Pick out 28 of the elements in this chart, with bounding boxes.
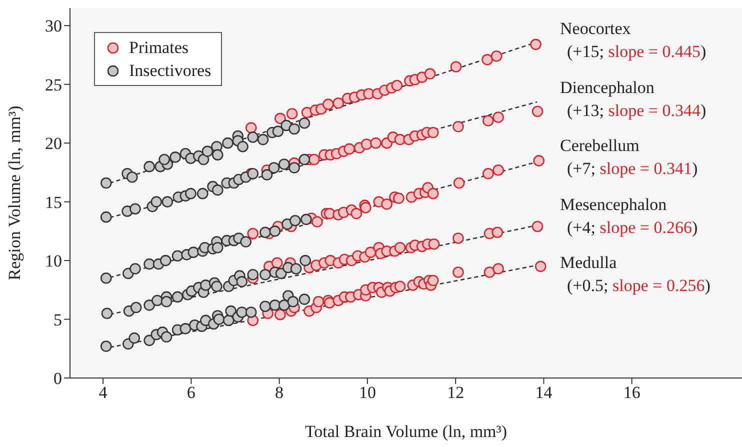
annotation: Medulla	[560, 252, 617, 274]
annotation: (+7; slope = 0.341)	[567, 158, 698, 180]
annotation: Cerebellum	[560, 135, 640, 157]
annotation: (+0.5; slope = 0.256)	[567, 275, 710, 297]
x-tick-label: 8	[275, 383, 284, 402]
annotation: Neocortex	[560, 18, 631, 40]
y-tick-label: 25	[45, 75, 62, 94]
x-tick-label: 16	[623, 383, 640, 402]
y-tick-label: 15	[45, 192, 62, 212]
x-tick-label: 4	[98, 383, 108, 402]
y-tick-label: 10	[45, 252, 62, 271]
x-tick-label: 12	[447, 383, 464, 402]
annotation: Mesencephalon	[560, 194, 667, 216]
y-tick-label: 20	[45, 134, 62, 154]
annotation: (+4; slope = 0.266)	[567, 216, 698, 238]
y-axis-title: Region Volume (ln, mm³)	[5, 106, 24, 280]
annotation: (+15; slope = 0.445)	[567, 41, 706, 63]
x-tick-label: 6	[186, 383, 196, 402]
legend-label: Insectivores	[129, 60, 212, 82]
legend-label: Primates	[129, 37, 188, 59]
y-tick-label: 0	[54, 369, 62, 388]
y-tick-label: 30	[45, 16, 62, 36]
x-tick-label: 14	[535, 383, 553, 402]
x-axis-title: Total Brain Volume (ln, mm³)	[304, 422, 508, 441]
y-tick-label: 5	[54, 310, 62, 330]
x-tick-label: 10	[358, 383, 376, 402]
annotation: (+13; slope = 0.344)	[567, 100, 706, 122]
annotation: Diencephalon	[560, 76, 654, 98]
